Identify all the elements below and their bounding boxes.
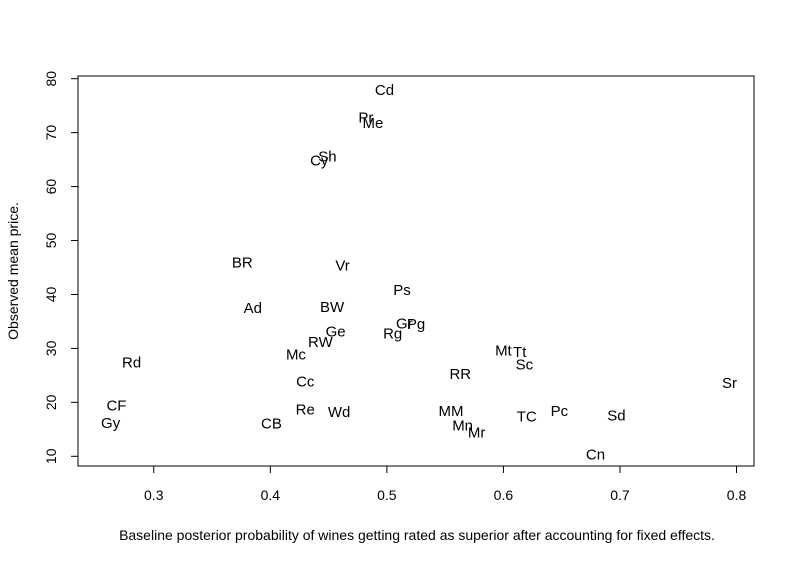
data-point-label: Tt bbox=[513, 344, 527, 361]
y-tick-label: 60 bbox=[43, 179, 59, 195]
data-point-label: Me bbox=[362, 115, 383, 132]
x-tick-label: 0.3 bbox=[144, 487, 164, 503]
data-point-label: Ge bbox=[326, 324, 346, 341]
x-tick-label: 0.7 bbox=[610, 487, 630, 503]
data-point-label: Cy bbox=[310, 153, 329, 170]
y-tick-label: 40 bbox=[43, 286, 59, 302]
data-point-label: BW bbox=[320, 299, 345, 316]
data-point-label: RW bbox=[308, 334, 334, 351]
data-point-label: Re bbox=[296, 401, 315, 418]
data-point-label: Ad bbox=[244, 300, 262, 317]
data-point-label: Mt bbox=[495, 343, 512, 360]
y-tick-label: 70 bbox=[43, 125, 59, 141]
data-point-label: MM bbox=[438, 403, 463, 420]
data-point-label: Rg bbox=[383, 325, 402, 342]
x-axis: 0.3 0.4 0.5 0.6 0.7 0.8 bbox=[144, 465, 747, 503]
data-point-label: Ps bbox=[393, 282, 411, 299]
x-tick-label: 0.4 bbox=[261, 487, 281, 503]
data-point-label: Mc bbox=[286, 346, 306, 363]
y-axis-title: Observed mean price. bbox=[5, 202, 21, 340]
data-point-label: Cc bbox=[296, 373, 315, 390]
data-point-label: Wd bbox=[328, 404, 351, 421]
x-tick-label: 0.6 bbox=[494, 487, 514, 503]
data-point-label: Sc bbox=[516, 357, 534, 374]
data-point-label: Gy bbox=[101, 415, 121, 432]
data-point-label: Pc bbox=[551, 403, 569, 420]
x-tick-label: 0.8 bbox=[727, 487, 747, 503]
data-point-label: TC bbox=[517, 408, 537, 425]
data-point-label: Pg bbox=[407, 316, 425, 333]
y-tick-label: 10 bbox=[43, 448, 59, 464]
data-point-label: CB bbox=[261, 415, 282, 432]
y-tick-label: 50 bbox=[43, 233, 59, 249]
data-point-label: Vr bbox=[335, 257, 349, 274]
y-tick-label: 30 bbox=[43, 340, 59, 356]
data-point-label: Mn bbox=[452, 418, 473, 435]
data-point-label: Sr bbox=[722, 375, 737, 392]
data-point-label: RR bbox=[449, 366, 471, 383]
data-point-label: Sd bbox=[607, 407, 625, 424]
data-point-label: BR bbox=[232, 255, 253, 272]
x-axis-title: Baseline posterior probability of wines … bbox=[119, 527, 715, 543]
data-point-label: Cd bbox=[375, 82, 394, 99]
data-point-label: Rd bbox=[122, 354, 141, 371]
data-point-label: CF bbox=[106, 398, 126, 415]
y-tick-label: 20 bbox=[43, 394, 59, 410]
data-point-label: Pr bbox=[358, 110, 373, 127]
y-tick-label: 80 bbox=[43, 71, 59, 87]
y-axis: 10 20 30 40 50 60 70 80 bbox=[43, 71, 79, 464]
data-point-label: Sh bbox=[318, 148, 336, 165]
data-point-label: Gr bbox=[396, 316, 413, 333]
plot-frame bbox=[77, 75, 755, 467]
data-point-label: Cn bbox=[586, 447, 605, 464]
x-tick-label: 0.5 bbox=[377, 487, 397, 503]
data-point-label: Mr bbox=[468, 425, 486, 442]
